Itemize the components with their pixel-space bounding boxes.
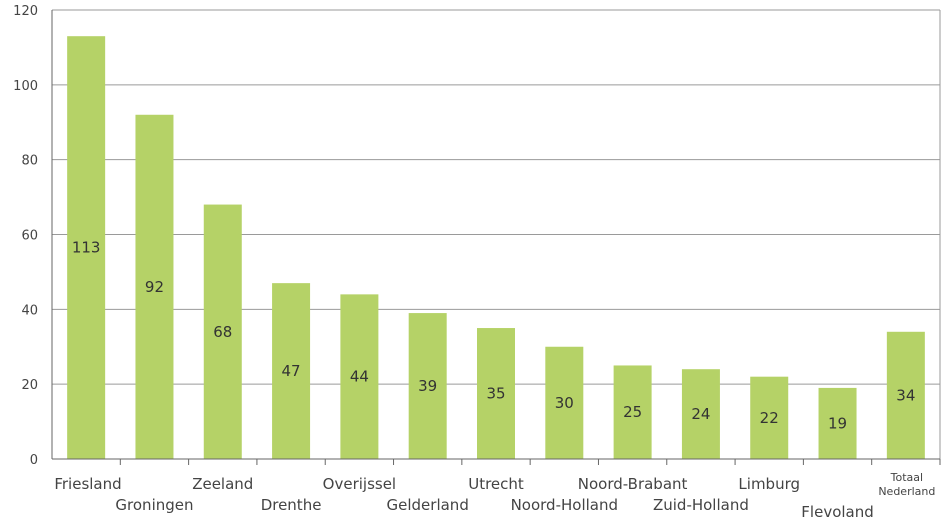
bar-groningen <box>135 114 174 460</box>
value-labels: 113 92 68 47 44 39 35 30 25 24 22 19 34 <box>72 239 916 433</box>
x-category-label-noord-holland: Noord-Holland <box>511 496 618 514</box>
x-category-label-limburg: Limburg <box>738 475 800 493</box>
value-label-flevoland: 19 <box>828 414 847 432</box>
x-category-label-utrecht: Utrecht <box>468 475 524 493</box>
value-label-gelderland: 39 <box>418 377 437 395</box>
x-category-label-gelderland: Gelderland <box>387 496 469 514</box>
bar-noord-holland <box>545 346 584 459</box>
bar-noord-brabant <box>613 365 652 459</box>
x-category-label-totaal-nederland: Totaal Nederland <box>878 471 935 498</box>
bar-zuid-holland <box>681 369 720 459</box>
bar-limburg <box>750 376 789 459</box>
y-tick-label-20: 20 <box>21 378 38 393</box>
y-tick-label-40: 40 <box>21 303 38 318</box>
x-category-label-zeeland: Zeeland <box>192 475 253 493</box>
value-label-utrecht: 35 <box>486 385 505 403</box>
y-tick-label-0: 0 <box>30 453 38 468</box>
value-label-groningen: 92 <box>145 278 164 296</box>
x-category-label-friesland: Friesland <box>54 475 121 493</box>
y-tick-label-80: 80 <box>21 154 38 169</box>
value-label-overijssel: 44 <box>350 368 369 386</box>
value-label-totaal-nederland: 34 <box>896 386 915 404</box>
x-category-label-drenthe: Drenthe <box>261 496 322 514</box>
bar-overijssel <box>340 294 379 459</box>
y-tick-label-120: 120 <box>13 4 38 19</box>
value-label-drenthe: 47 <box>282 362 301 380</box>
y-tick-label-60: 60 <box>21 229 38 244</box>
axes: 0 20 40 60 80 100 120 Friesland Groningen Zeeland… <box>13 4 941 521</box>
x-category-label-groningen: Groningen <box>115 496 193 514</box>
bar-flevoland <box>818 387 857 459</box>
bar-friesland <box>67 36 106 460</box>
x-category-label-noord-brabant: Noord-Brabant <box>578 475 688 493</box>
y-tick-label-100: 100 <box>13 79 38 94</box>
value-label-zuid-holland: 24 <box>691 405 710 423</box>
x-category-label-overijssel: Overijssel <box>323 475 396 493</box>
bar-totaal-nederland <box>886 331 925 459</box>
value-label-friesland: 113 <box>72 239 101 257</box>
bar-drenthe <box>272 283 311 459</box>
bars <box>67 36 925 460</box>
gridlines <box>52 9 941 459</box>
bar-zeeland <box>203 204 242 459</box>
bar-utrecht <box>477 328 515 459</box>
bar-gelderland <box>408 313 447 459</box>
value-label-limburg: 22 <box>760 409 779 427</box>
value-label-noord-brabant: 25 <box>623 403 642 421</box>
value-label-noord-holland: 30 <box>555 394 574 412</box>
x-category-label-zuid-holland: Zuid-Holland <box>653 496 749 514</box>
x-category-label-flevoland: Flevoland <box>801 503 873 521</box>
value-label-zeeland: 68 <box>213 323 232 341</box>
